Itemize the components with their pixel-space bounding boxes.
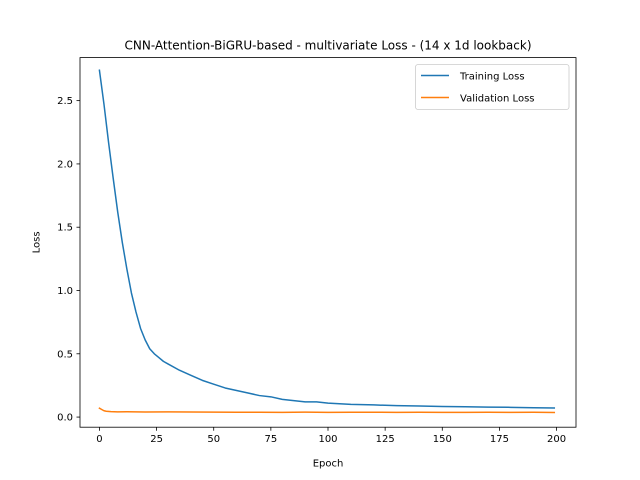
x-tick-label: 150	[433, 434, 452, 445]
x-tick-label: 100	[318, 434, 337, 445]
y-axis-label: Loss	[32, 231, 43, 253]
x-axis-label: Epoch	[313, 459, 344, 470]
series-line-validation-loss	[98, 407, 556, 414]
x-tick-label: 50	[207, 434, 220, 445]
y-tick-label: 2.5	[57, 96, 73, 107]
x-tick-label: 200	[547, 434, 566, 445]
legend: Training Loss Validation Loss	[415, 64, 570, 110]
y-tick-label: 1.5	[57, 223, 73, 234]
chart-title: CNN-Attention-BiGRU-based - multivariate…	[124, 39, 531, 53]
legend-box	[415, 64, 570, 110]
legend-label-validation-loss: Validation Loss	[460, 94, 535, 105]
plot-area	[98, 69, 556, 414]
x-tick-label: 175	[490, 434, 509, 445]
y-tick-label: 0.5	[57, 349, 73, 360]
x-tick-label: 0	[96, 434, 102, 445]
series-line-training-loss	[98, 69, 556, 409]
y-tick-label: 1.0	[57, 286, 73, 297]
legend-label-training-loss: Training Loss	[459, 72, 525, 83]
x-tick-label: 125	[376, 434, 395, 445]
x-tick-label: 75	[264, 434, 277, 445]
y-tick-label: 2.0	[57, 159, 73, 170]
x-tick-label: 25	[150, 434, 163, 445]
axis-ticks: 0 25 50 75 100 125 150 175 200 0.0 0.5 1.0 1.5 2.0 2.5	[57, 96, 566, 445]
y-tick-label: 0.0	[57, 413, 73, 424]
